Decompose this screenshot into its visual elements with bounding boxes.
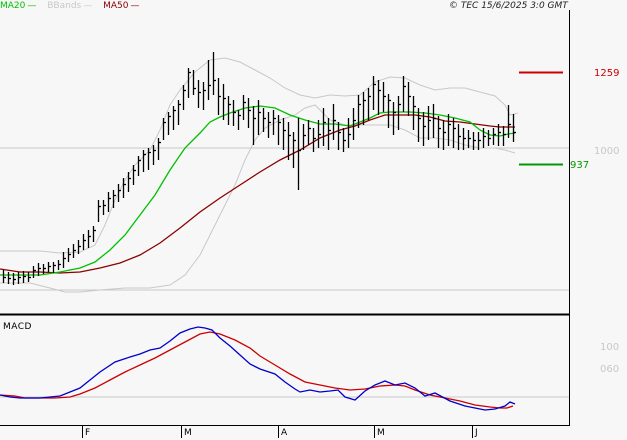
ma20-line xyxy=(0,105,516,276)
reference-label-1000: 1000 xyxy=(594,146,620,157)
legend-ma20: MA20— xyxy=(0,1,37,11)
chart-legend: MA20— BBands — MA50— xyxy=(0,0,141,12)
macd-axis-label-100: 100 xyxy=(600,342,620,353)
macd-line xyxy=(0,326,516,411)
month-ticks xyxy=(82,425,473,438)
price-bars xyxy=(2,52,516,285)
month-label-mar: M xyxy=(184,428,192,438)
macd-signal-line xyxy=(0,331,514,409)
legend-ma50: MA50— xyxy=(103,1,140,11)
macd-axis-label-060: 060 xyxy=(600,364,620,375)
resistance-label: 1259 xyxy=(594,68,620,79)
bband-lower xyxy=(0,104,516,293)
macd-panel-title: MACD xyxy=(3,322,32,332)
month-label-may: M xyxy=(377,428,385,438)
month-label-jun: J xyxy=(475,428,478,438)
month-label-apr: A xyxy=(281,428,288,438)
month-label-feb: F xyxy=(85,428,91,438)
copyright-timestamp: © TEC 15/6/2025 3:0 GMT xyxy=(449,1,568,11)
legend-bbands: BBands — xyxy=(47,1,93,11)
bband-upper xyxy=(0,57,519,254)
support-label: 937 xyxy=(570,160,590,171)
